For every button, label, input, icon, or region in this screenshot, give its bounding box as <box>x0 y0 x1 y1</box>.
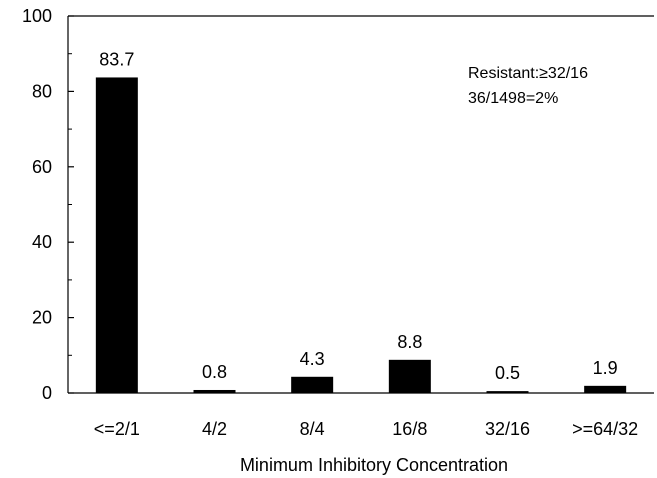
bar <box>388 359 431 393</box>
x-tick-label: <=2/1 <box>94 419 140 439</box>
bars: 83.7 0.8 4.3 8.8 0.5 1.9 <box>95 49 627 394</box>
bar-value-label: 4.3 <box>300 349 325 369</box>
x-axis-title: Minimum Inhibitory Concentration <box>240 455 508 475</box>
x-tick-label: 4/2 <box>202 419 227 439</box>
x-tick-label: 16/8 <box>392 419 427 439</box>
bar-value-label: 0.8 <box>202 362 227 382</box>
bar <box>193 389 236 393</box>
y-tick-label: 20 <box>32 308 52 328</box>
y-tick-label: 40 <box>32 232 52 252</box>
y-tick-label: 80 <box>32 81 52 101</box>
x-tick-label: >=64/32 <box>572 419 638 439</box>
y-tick-label: 100 <box>22 6 52 26</box>
x-tick-label: 8/4 <box>300 419 325 439</box>
bar-value-label: 1.9 <box>593 358 618 378</box>
bar-value-label: 8.8 <box>397 332 422 352</box>
bar-value-label: 83.7 <box>99 49 134 69</box>
y-axis-ticks: 0 20 40 60 80 100 <box>22 6 74 403</box>
bar-value-label: 0.5 <box>495 363 520 383</box>
annotation-ratio: 36/1498=2% <box>468 90 558 107</box>
x-axis-tick-labels: <=2/1 4/2 8/4 16/8 32/16 >=64/32 <box>94 419 638 439</box>
x-tick-label: 32/16 <box>485 419 530 439</box>
bar <box>486 391 529 393</box>
y-tick-label: 0 <box>42 383 52 403</box>
annotation-resistant: Resistant:≥32/16 <box>468 65 588 82</box>
y-tick-label: 60 <box>32 157 52 177</box>
bar <box>291 376 334 393</box>
bar <box>584 385 627 393</box>
bar <box>95 77 138 394</box>
